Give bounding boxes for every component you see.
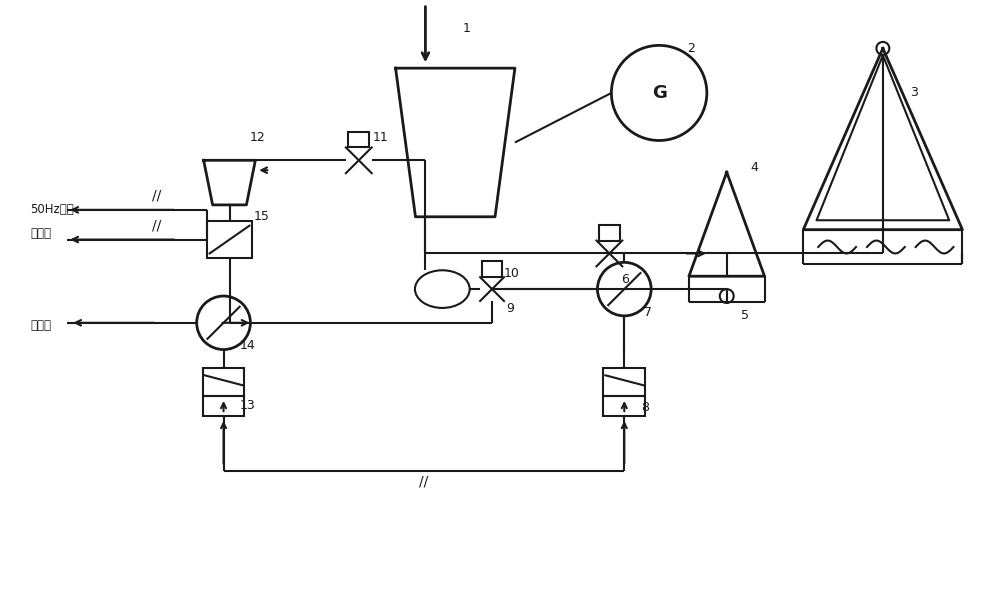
Bar — [603, 396, 645, 416]
Text: 4: 4 — [751, 160, 758, 174]
Text: 去锅炉: 去锅炉 — [31, 319, 52, 332]
Text: 6: 6 — [621, 273, 629, 285]
Text: 9: 9 — [506, 302, 514, 316]
Text: 用电网: 用电网 — [31, 227, 52, 240]
Bar — [203, 368, 244, 396]
Text: 15: 15 — [253, 210, 269, 224]
Text: 13: 13 — [239, 398, 255, 412]
Text: 50Hz去厂: 50Hz去厂 — [31, 203, 74, 216]
Text: 8: 8 — [641, 401, 649, 415]
Text: 7: 7 — [644, 307, 652, 319]
Text: 14: 14 — [239, 339, 255, 352]
Bar — [603, 368, 645, 396]
Text: 11: 11 — [373, 131, 388, 144]
Text: 3: 3 — [910, 87, 918, 99]
Text: 1: 1 — [462, 22, 470, 35]
Text: 5: 5 — [741, 310, 749, 322]
Text: 12: 12 — [249, 131, 265, 144]
Bar — [203, 396, 244, 416]
Text: //: // — [419, 474, 428, 489]
Text: 2: 2 — [687, 42, 695, 55]
Bar — [207, 221, 252, 258]
Text: //: // — [152, 219, 162, 233]
Bar — [348, 132, 369, 147]
Bar — [482, 261, 502, 277]
Text: 10: 10 — [504, 267, 520, 279]
Bar — [599, 225, 620, 240]
Text: //: // — [152, 189, 162, 203]
Text: G: G — [652, 84, 667, 102]
